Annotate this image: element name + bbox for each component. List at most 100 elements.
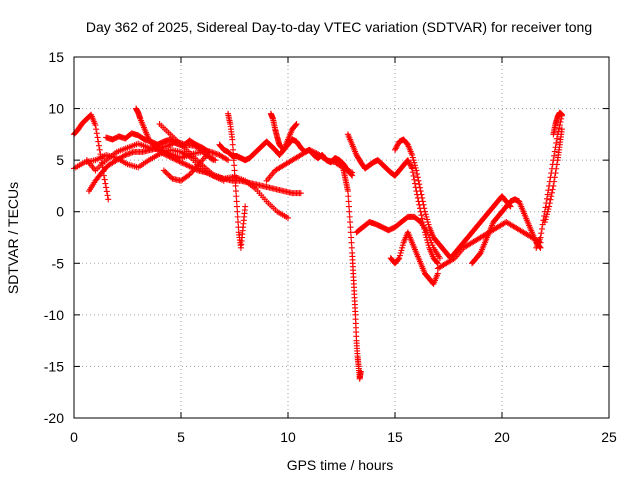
- data-point: [547, 196, 554, 203]
- data-point: [233, 193, 240, 200]
- data-point: [553, 139, 560, 146]
- data-point: [172, 156, 179, 163]
- data-point: [180, 160, 187, 167]
- tick-labels: 0 5 10 15 20 25 -20 -15 -10 -5 0 5 10 15: [44, 49, 617, 445]
- data-point: [166, 153, 173, 160]
- data-point: [242, 203, 249, 210]
- data-point: [346, 213, 353, 220]
- data-point: [396, 255, 403, 262]
- data-point: [414, 174, 421, 181]
- data-point: [548, 193, 555, 200]
- data-point: [558, 126, 565, 133]
- data-point: [231, 167, 238, 174]
- data-point: [232, 177, 239, 184]
- y-tick-label: -20: [44, 410, 64, 426]
- x-axis-label: GPS time / hours: [287, 457, 394, 473]
- plot-frame: [73, 56, 610, 419]
- data-point: [183, 161, 190, 168]
- data-point: [92, 122, 99, 129]
- data-point: [546, 203, 553, 210]
- data-point: [103, 188, 110, 195]
- data-point: [165, 171, 172, 178]
- data-point: [345, 198, 352, 205]
- data-point: [170, 155, 177, 162]
- data-point: [405, 158, 412, 165]
- data-point: [105, 196, 112, 203]
- data-point: [398, 247, 405, 254]
- data-point: [293, 121, 300, 128]
- data-point: [347, 219, 354, 226]
- data-point: [233, 198, 240, 205]
- data-point: [436, 255, 443, 262]
- data-point: [549, 186, 556, 193]
- data-point: [399, 244, 406, 251]
- data-point: [412, 164, 419, 171]
- data-point: [543, 195, 550, 202]
- data-point: [233, 203, 240, 210]
- data-point: [349, 169, 356, 176]
- data-point: [417, 188, 424, 195]
- data-point: [346, 208, 353, 215]
- data-point: [186, 163, 193, 170]
- data-point: [545, 187, 552, 194]
- data-point: [346, 168, 353, 175]
- data-point: [476, 250, 483, 257]
- data-point: [160, 150, 167, 157]
- data-point: [416, 184, 423, 191]
- data-point: [409, 151, 416, 158]
- data-point: [425, 221, 432, 228]
- data-point: [342, 166, 349, 173]
- data-point: [414, 170, 421, 177]
- data-point: [348, 234, 355, 241]
- data-point: [537, 234, 544, 241]
- data-point: [399, 242, 406, 249]
- data-point: [553, 161, 560, 168]
- y-tick-label: 0: [56, 204, 64, 220]
- data-point: [162, 168, 169, 175]
- y-tick-label: -15: [44, 358, 64, 374]
- data-point: [544, 208, 551, 215]
- x-tick-label: 10: [280, 429, 296, 445]
- data-point: [428, 239, 435, 246]
- x-tick-label: 25: [601, 429, 617, 445]
- data-point: [394, 142, 401, 149]
- data-point: [166, 172, 173, 179]
- data-point: [548, 189, 555, 196]
- data-point: [230, 146, 237, 153]
- data-point: [544, 191, 551, 198]
- data-point: [101, 176, 108, 183]
- data-point: [429, 242, 436, 249]
- data-point: [185, 162, 192, 169]
- data-point: [178, 159, 184, 166]
- data-point: [551, 148, 558, 155]
- data-point: [411, 162, 418, 169]
- x-tick-label: 15: [387, 429, 403, 445]
- data-point: [392, 146, 398, 153]
- data-point: [229, 136, 236, 143]
- data-point: [179, 159, 186, 166]
- data-point: [421, 208, 428, 215]
- data-point: [166, 142, 173, 149]
- data-point: [297, 190, 304, 197]
- data-point: [427, 237, 434, 244]
- data-point: [423, 213, 430, 220]
- data-point: [187, 164, 194, 171]
- data-point: [558, 111, 565, 118]
- data-point: [347, 224, 354, 231]
- data-point: [553, 135, 560, 142]
- data-point: [551, 152, 558, 159]
- data-point: [175, 157, 182, 164]
- x-tick-label: 0: [70, 429, 78, 445]
- data-point: [185, 172, 192, 179]
- data-point: [396, 252, 403, 259]
- data-point: [285, 214, 291, 221]
- data-point: [93, 126, 100, 133]
- data-point: [397, 249, 404, 256]
- data-point: [223, 156, 230, 163]
- data-point: [210, 156, 217, 163]
- data-point: [411, 159, 418, 166]
- data-point: [165, 142, 172, 149]
- data-point: [550, 182, 557, 189]
- data-point: [95, 142, 102, 149]
